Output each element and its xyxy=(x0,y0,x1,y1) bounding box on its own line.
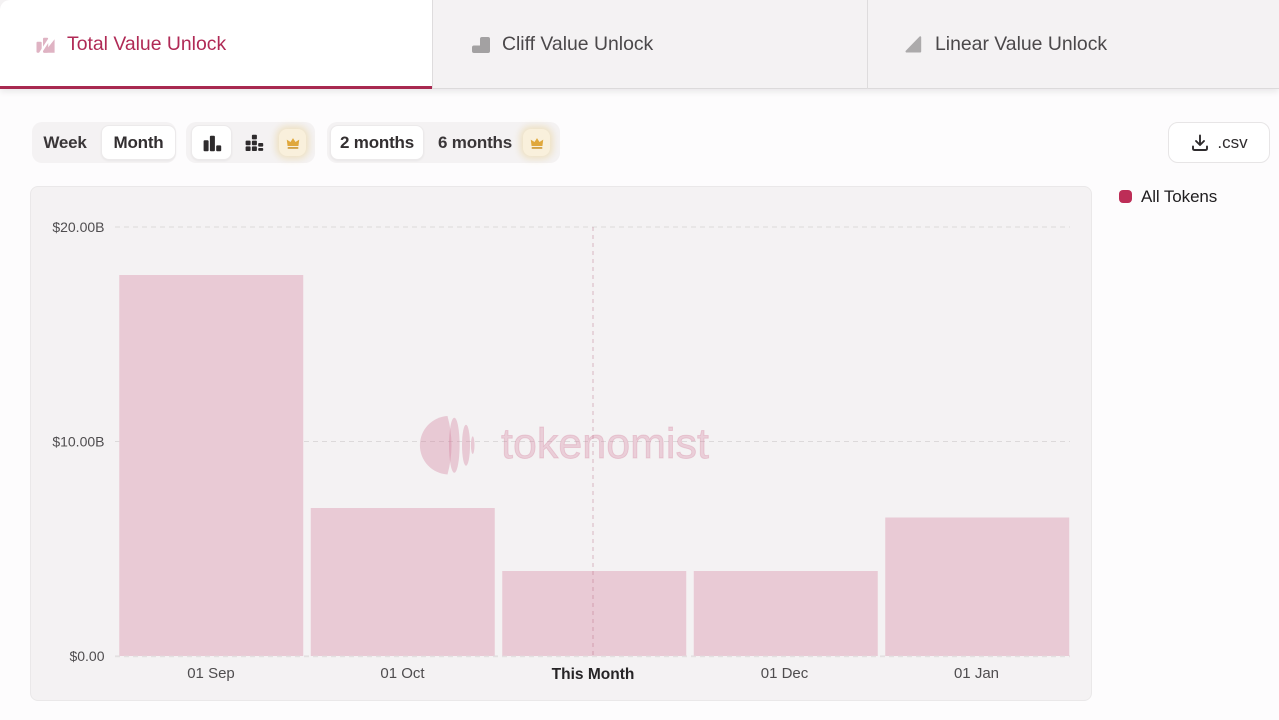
svg-text:01 Dec: 01 Dec xyxy=(761,665,809,682)
svg-text:01 Oct: 01 Oct xyxy=(380,665,425,682)
svg-text:01 Sep: 01 Sep xyxy=(187,665,235,682)
svg-text:$10.00B: $10.00B xyxy=(52,434,104,450)
svg-text:This Month: This Month xyxy=(552,666,635,683)
svg-text:01 Jan: 01 Jan xyxy=(954,665,999,682)
svg-text:tokenomist: tokenomist xyxy=(501,420,709,468)
svg-text:$20.00B: $20.00B xyxy=(52,219,104,235)
svg-text:$0.00: $0.00 xyxy=(69,648,104,664)
